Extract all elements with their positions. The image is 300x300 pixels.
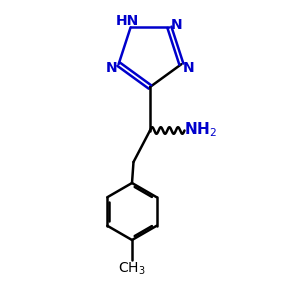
Text: NH$_2$: NH$_2$ [184,121,217,139]
Text: HN: HN [116,14,139,28]
Text: N: N [105,61,117,75]
Text: CH$_3$: CH$_3$ [118,261,146,277]
Text: N: N [171,18,183,32]
Text: N: N [183,61,195,75]
